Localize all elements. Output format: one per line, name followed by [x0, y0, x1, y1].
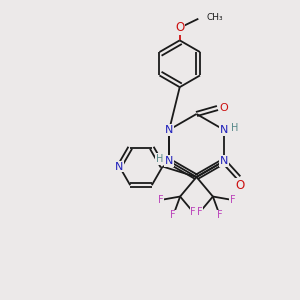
- Text: O: O: [236, 179, 245, 192]
- Text: N: N: [220, 125, 228, 135]
- Text: O: O: [175, 21, 184, 34]
- Text: H: H: [156, 154, 163, 164]
- Text: O: O: [220, 103, 229, 113]
- Text: N: N: [165, 125, 173, 135]
- Text: F: F: [197, 207, 203, 217]
- Text: N: N: [115, 161, 124, 172]
- Text: F: F: [170, 210, 176, 220]
- Text: F: F: [190, 207, 196, 217]
- Text: F: F: [217, 210, 223, 220]
- Text: F: F: [158, 195, 163, 205]
- Text: N: N: [165, 156, 173, 166]
- Text: N: N: [220, 156, 228, 166]
- Text: F: F: [230, 195, 236, 205]
- Text: H: H: [231, 123, 238, 133]
- Text: CH₃: CH₃: [207, 13, 223, 22]
